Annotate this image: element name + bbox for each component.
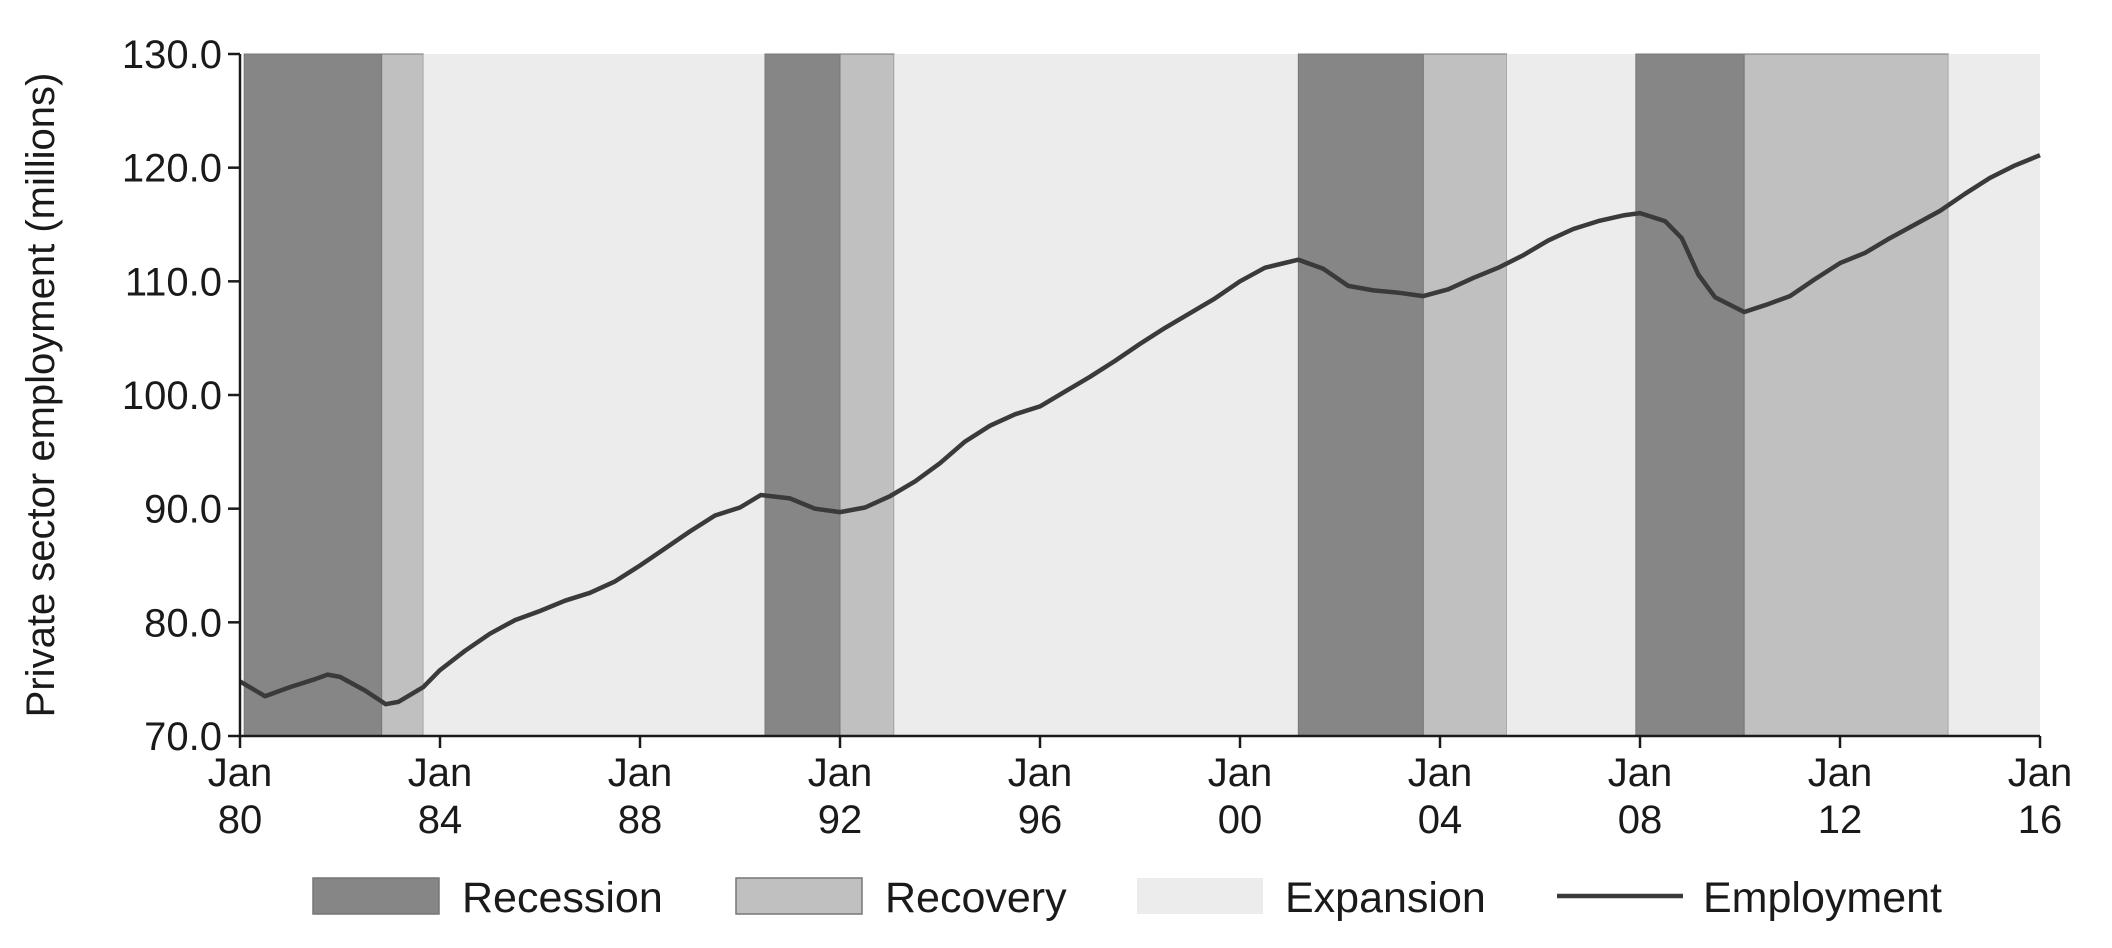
- x-tick-label-year: 84: [418, 798, 463, 842]
- x-tick-label-year: 12: [1818, 798, 1863, 842]
- x-tick-label-year: 16: [2018, 798, 2063, 842]
- y-axis-ticks: 70.0 80.0 90.0 100.0 110.0 120.0 130.0: [122, 33, 240, 759]
- legend-label-expansion: Expansion: [1285, 874, 1486, 922]
- y-tick-label: 100.0: [122, 374, 222, 418]
- phase-band-recovery: [1743, 53, 1949, 737]
- x-tick-label-month: Jan: [208, 751, 273, 795]
- phase-band-recovery: [1422, 53, 1508, 737]
- x-tick-label-month: Jan: [1208, 751, 1273, 795]
- x-tick-label-month: Jan: [608, 751, 673, 795]
- x-tick-label-year: 92: [818, 798, 863, 842]
- y-tick-label: 70.0: [144, 715, 222, 759]
- employment-series: [238, 153, 2041, 707]
- x-tick-label-year: 96: [1018, 798, 1063, 842]
- phase-band-recession: [1635, 53, 1745, 737]
- x-tick-label-month: Jan: [408, 751, 473, 795]
- legend-label-recovery: Recovery: [885, 874, 1067, 922]
- x-tick-label-month: Jan: [2008, 751, 2073, 795]
- y-tick-label: 130.0: [122, 33, 222, 77]
- x-tick-label-month: Jan: [1008, 751, 1073, 795]
- x-tick-label-month: Jan: [808, 751, 873, 795]
- employment-line: [238, 153, 2041, 707]
- x-tick-label-month: Jan: [1408, 751, 1473, 795]
- phase-band-recovery: [381, 53, 424, 737]
- x-tick-label-month: Jan: [1608, 751, 1673, 795]
- y-tick-label: 120.0: [122, 147, 222, 191]
- phase-band-recession: [1297, 53, 1424, 737]
- x-tick-label-year: 80: [218, 798, 263, 842]
- y-tick-label: 80.0: [144, 601, 222, 645]
- phase-band-recovery: [839, 53, 895, 737]
- x-tick-label-year: 04: [1418, 798, 1463, 842]
- x-tick-label-year: 00: [1218, 798, 1263, 842]
- legend-label-employment: Employment: [1703, 874, 1942, 922]
- legend-swatch-recession: [312, 877, 440, 915]
- phase-band-expansion: [423, 54, 765, 736]
- y-axis-title: Private sector employment (millions): [19, 73, 63, 718]
- legend-swatch-expansion: [1137, 878, 1263, 914]
- x-tick-label-year: 08: [1618, 798, 1663, 842]
- phase-band-expansion: [894, 54, 1299, 736]
- phase-band-recession: [243, 53, 383, 737]
- x-tick-label-month: Jan: [1808, 751, 1873, 795]
- x-tick-label-year: 88: [618, 798, 663, 842]
- legend-swatch-recovery: [735, 877, 863, 915]
- phase-bands: [243, 53, 2040, 737]
- y-tick-label: 90.0: [144, 488, 222, 532]
- legend: Recession Recovery Expansion Employment: [312, 874, 1942, 922]
- y-tick-label: 110.0: [125, 260, 222, 304]
- phase-band-expansion: [1948, 54, 2040, 736]
- legend-label-recession: Recession: [462, 874, 663, 922]
- phase-band-recession: [764, 53, 841, 737]
- x-axis-ticks: Jan80Jan84Jan88Jan92Jan96Jan00Jan04Jan08…: [208, 736, 2073, 842]
- phase-band-expansion: [1506, 54, 1636, 736]
